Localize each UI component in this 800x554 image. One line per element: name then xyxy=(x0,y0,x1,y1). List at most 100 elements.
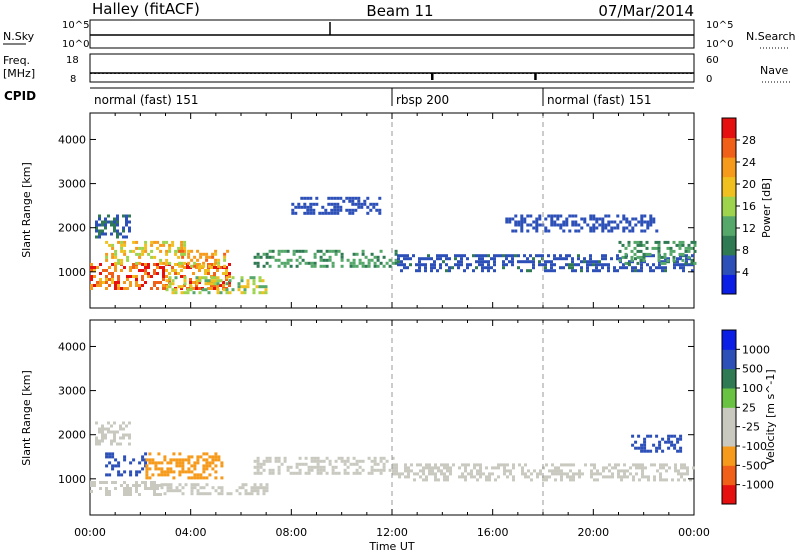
echo-cell xyxy=(153,269,156,272)
echo-cell xyxy=(665,469,668,473)
echo-cell xyxy=(184,458,188,462)
echo-cell xyxy=(145,473,149,477)
echo-cell xyxy=(198,269,201,272)
echo-cell xyxy=(138,484,141,487)
echo-cell xyxy=(228,291,232,295)
echo-cell xyxy=(503,472,506,476)
echo-cell xyxy=(602,469,605,473)
echo-cell xyxy=(147,272,150,275)
echo-cell xyxy=(404,469,407,473)
echo-cell xyxy=(208,255,212,259)
echo-cell xyxy=(186,291,190,295)
echo-cell xyxy=(205,255,209,259)
echo-cell xyxy=(485,466,488,470)
echo-cell xyxy=(592,260,595,264)
echo-cell xyxy=(216,269,219,272)
echo-cell xyxy=(90,275,93,278)
echo-cell xyxy=(457,263,460,267)
echo-cell xyxy=(524,463,527,467)
echo-cell xyxy=(370,465,374,469)
echo-cell xyxy=(631,269,634,273)
echo-cell xyxy=(95,220,98,224)
echo-cell xyxy=(589,226,593,230)
echo-cell xyxy=(544,269,547,273)
echo-cell xyxy=(162,278,165,281)
echo-cell xyxy=(113,421,116,425)
echo-cell xyxy=(451,266,454,270)
echo-cell xyxy=(473,466,476,470)
echo-cell xyxy=(163,492,167,496)
echo-cell xyxy=(422,469,425,473)
echo-cell xyxy=(520,269,523,273)
echo-cell xyxy=(168,249,172,253)
echo-cell xyxy=(129,284,132,287)
echo-cell xyxy=(184,483,188,487)
echo-cell xyxy=(196,492,200,496)
echo-cell xyxy=(430,257,433,261)
echo-cell xyxy=(345,208,349,212)
echo-cell xyxy=(517,220,521,224)
echo-cell xyxy=(505,220,509,224)
echo-cell xyxy=(256,264,260,268)
echo-cell xyxy=(177,246,181,250)
echo-cell xyxy=(670,443,674,447)
echo-cell xyxy=(577,263,580,267)
echo-cell xyxy=(517,254,520,258)
echo-cell xyxy=(357,202,361,206)
echo-cell xyxy=(145,470,149,474)
echo-cell xyxy=(622,217,626,221)
echo-cell xyxy=(141,246,145,250)
echo-cell xyxy=(467,472,470,476)
echo-cell xyxy=(532,257,535,261)
echo-cell xyxy=(623,475,626,479)
echo-cell xyxy=(165,252,169,256)
echo-cell xyxy=(652,269,655,273)
echo-cell xyxy=(416,463,419,467)
echo-cell xyxy=(571,257,574,261)
echo-cell xyxy=(649,266,652,270)
echo-cell xyxy=(125,433,128,437)
freq-panel-frame xyxy=(89,53,695,83)
echo-cell xyxy=(421,257,424,261)
echo-cell xyxy=(105,464,109,468)
echo-cell xyxy=(129,461,133,465)
echo-cell xyxy=(148,476,152,480)
echo-cell xyxy=(613,269,616,273)
echo-cell xyxy=(479,469,482,473)
echo-cell xyxy=(664,260,667,264)
echo-cell xyxy=(667,257,670,261)
echo-cell xyxy=(672,258,676,262)
echo-cell xyxy=(379,261,383,265)
echo-cell xyxy=(204,276,208,280)
echo-cell xyxy=(334,249,338,253)
echo-cell xyxy=(255,285,259,289)
echo-cell xyxy=(119,424,122,428)
freq-left-label-1: Freq. xyxy=(3,54,30,67)
echo-cell xyxy=(676,260,679,264)
echo-cell xyxy=(602,475,605,479)
echo-cell xyxy=(250,486,254,490)
echo-cell xyxy=(111,243,115,247)
echo-cell xyxy=(659,472,662,476)
echo-cell xyxy=(436,269,439,273)
echo-cell xyxy=(521,469,524,473)
echo-cell xyxy=(172,458,176,462)
echo-cell xyxy=(153,240,157,244)
echo-cell xyxy=(566,463,569,467)
echo-cell xyxy=(166,486,170,490)
echo-cell xyxy=(325,264,329,268)
echo-cell xyxy=(690,258,694,262)
echo-cell xyxy=(403,257,406,261)
echo-cell xyxy=(378,208,382,212)
echo-cell xyxy=(634,257,637,261)
echo-cell xyxy=(583,257,586,261)
echo-cell xyxy=(147,252,151,256)
echo-cell xyxy=(431,472,434,476)
echo-cell xyxy=(132,240,136,244)
echo-cell xyxy=(449,466,452,470)
echo-cell xyxy=(661,437,665,441)
colorbar-tick-label: 4 xyxy=(742,266,749,279)
echo-cell xyxy=(556,217,560,221)
echo-cell xyxy=(181,255,185,259)
